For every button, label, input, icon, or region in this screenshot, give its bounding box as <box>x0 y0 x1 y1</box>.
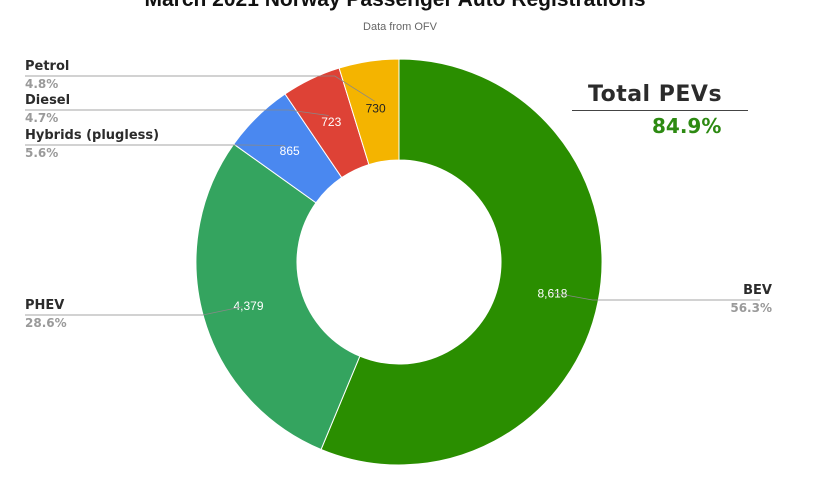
slice-value-label: 730 <box>366 101 386 115</box>
leader-line <box>25 306 243 316</box>
leader-line <box>552 292 760 301</box>
category-label: Diesel <box>25 93 70 108</box>
percent-label: 56.3% <box>730 301 772 315</box>
slice-petrol <box>338 58 400 166</box>
category-label: BEV <box>743 283 772 298</box>
slice-value-label: 8,618 <box>537 287 567 301</box>
total-pevs-label: Total PEVs <box>588 82 723 107</box>
slice-bev <box>320 58 603 466</box>
total-pevs-value: 84.9% <box>652 114 722 138</box>
leader-line <box>25 75 375 102</box>
total-pevs-rule <box>572 110 748 111</box>
category-label: PHEV <box>25 298 64 313</box>
category-label: Hybrids (plugless) <box>25 128 159 143</box>
slice-value-label: 4,379 <box>234 299 264 313</box>
chart-title: March 2021 Norway Passenger Auto Registr… <box>0 0 790 12</box>
percent-label: 28.6% <box>25 316 67 330</box>
slice-phev <box>195 143 361 451</box>
leader-line <box>25 109 329 116</box>
percent-label: 4.7% <box>25 111 58 125</box>
slice-value-label: 723 <box>321 115 341 129</box>
percent-label: 5.6% <box>25 146 58 160</box>
leader-line <box>25 144 286 147</box>
slice-value-label: 865 <box>280 144 300 158</box>
category-label: Petrol <box>25 59 69 74</box>
percent-label: 4.8% <box>25 77 58 91</box>
chart-subtitle: Data from OFV <box>363 21 437 33</box>
